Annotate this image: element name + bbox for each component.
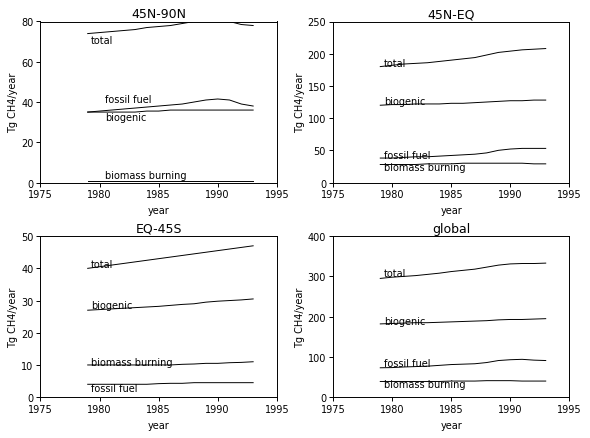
Y-axis label: Tg CH4/year: Tg CH4/year [8, 287, 18, 347]
Text: biogenic: biogenic [106, 113, 147, 123]
Text: biogenic: biogenic [91, 301, 133, 311]
Text: biomass burning: biomass burning [91, 357, 173, 367]
Text: fossil fuel: fossil fuel [384, 358, 430, 368]
Title: 45N-EQ: 45N-EQ [427, 8, 475, 21]
Y-axis label: Tg CH4/year: Tg CH4/year [294, 73, 304, 133]
Text: biogenic: biogenic [384, 317, 425, 327]
X-axis label: year: year [440, 205, 462, 215]
Y-axis label: Tg CH4/year: Tg CH4/year [8, 73, 18, 133]
Text: biogenic: biogenic [384, 97, 425, 107]
Text: biomass burning: biomass burning [106, 171, 187, 181]
Title: global: global [432, 223, 470, 236]
Text: biomass burning: biomass burning [384, 379, 466, 389]
Text: fossil fuel: fossil fuel [106, 95, 152, 105]
Text: total: total [91, 35, 114, 46]
Text: total: total [384, 59, 406, 69]
Title: 45N-90N: 45N-90N [131, 8, 186, 21]
Text: biomass burning: biomass burning [384, 162, 466, 173]
Y-axis label: Tg CH4/year: Tg CH4/year [295, 287, 305, 347]
Title: EQ-45S: EQ-45S [135, 223, 182, 236]
Text: total: total [384, 268, 406, 279]
X-axis label: year: year [440, 420, 462, 430]
Text: total: total [91, 259, 114, 269]
Text: fossil fuel: fossil fuel [384, 151, 430, 160]
X-axis label: year: year [148, 420, 169, 430]
X-axis label: year: year [148, 205, 169, 215]
Text: fossil fuel: fossil fuel [91, 383, 137, 392]
